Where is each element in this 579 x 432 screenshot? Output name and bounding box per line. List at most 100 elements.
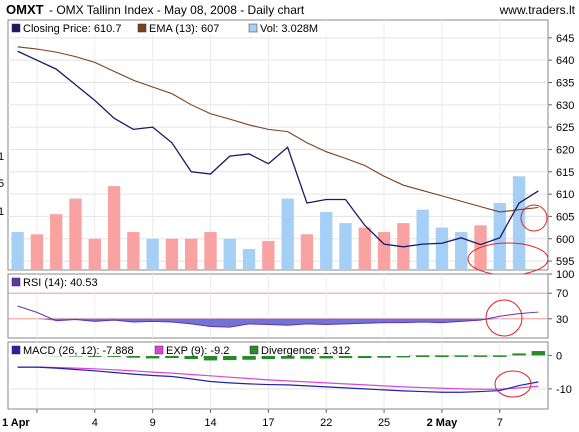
- left-cropped-label: 5: [0, 178, 4, 190]
- divergence-bar: [377, 355, 391, 358]
- divergence-bar: [396, 355, 411, 358]
- legend-label: EMA (13): 607: [149, 23, 219, 35]
- legend-label: Divergence: 1.312: [261, 345, 350, 357]
- x-tick-label: 2 May: [427, 417, 458, 429]
- volume-bar: [416, 209, 429, 270]
- ema-line: [17, 46, 539, 213]
- divergence-bar: [415, 355, 430, 358]
- volume-bar: [455, 232, 468, 270]
- legend-label: RSI (14): 40.53: [23, 277, 98, 289]
- price-tick-label: 600: [556, 234, 574, 246]
- volume-bar: [512, 176, 526, 270]
- price-tick-label: 605: [556, 211, 574, 223]
- left-cropped-label: 1: [0, 206, 4, 218]
- rsi-tick-label: 100: [556, 269, 574, 281]
- volume-bar: [377, 232, 391, 270]
- rsi-tick-label: 30: [556, 314, 568, 326]
- divergence-bar: [261, 355, 276, 360]
- price-tick-label: 615: [556, 167, 574, 179]
- x-tick-label: 17: [262, 417, 274, 429]
- legend-label: Closing Price: 610.7: [23, 23, 121, 35]
- legend-label: MACD (26, 12): -7.888: [23, 345, 134, 357]
- volume-bar: [262, 240, 275, 270]
- price-tick-label: 645: [556, 33, 574, 45]
- volume-bar: [69, 198, 82, 270]
- rsi-legend: RSI (14): 40.53: [9, 275, 109, 289]
- left-cropped-label: 1: [0, 151, 4, 163]
- macd-annotation-circle: [494, 370, 532, 398]
- volume-bar: [146, 238, 159, 270]
- volume-bar: [107, 186, 121, 270]
- volume-bar: [242, 249, 256, 270]
- volume-bar: [358, 227, 371, 270]
- divergence-bar: [454, 355, 468, 357]
- volume-bar: [204, 232, 217, 270]
- divergence-bar: [280, 355, 295, 359]
- volume-bar: [30, 234, 44, 270]
- price-legend: Closing Price: 610.7 EMA (13): 607 Vol: 3.…: [9, 21, 339, 35]
- x-tick-label: 22: [320, 417, 332, 429]
- price-tick-label: 595: [556, 256, 574, 268]
- macd-icon: [11, 345, 21, 355]
- x-tick-label: 9: [150, 417, 156, 429]
- rsi-panel: 30 70 100 RSI (14): 40.53: [7, 269, 574, 339]
- rsi-legend-bg: [9, 275, 109, 288]
- x-tick-label: 1 Apr: [2, 417, 30, 429]
- price-tick-label: 620: [556, 144, 574, 156]
- exp-line: [17, 366, 539, 390]
- price-tick-label: 635: [556, 78, 574, 90]
- divergence-bars: [10, 351, 546, 361]
- divergence-bar: [165, 355, 179, 359]
- legend-label: EXP (9): -9.2: [166, 345, 229, 357]
- divergence-bar: [88, 355, 102, 357]
- volume-bar: [223, 238, 236, 270]
- rsi-annotation-circle: [485, 299, 523, 337]
- price-tick-label: 630: [556, 100, 574, 112]
- price-tick-label: 610: [556, 189, 574, 201]
- x-tick-label: 25: [378, 417, 390, 429]
- macd-legend-bg: [9, 343, 409, 356]
- volume-bar: [281, 198, 294, 270]
- vol-icon: [248, 23, 258, 33]
- volume-bar: [339, 223, 352, 270]
- divergence-bar: [319, 355, 333, 359]
- x-tick-label: 4: [92, 417, 98, 429]
- volume-bar: [165, 238, 179, 270]
- divergence-bar: [338, 355, 353, 359]
- chart-title: - OMX Tallinn Index - May 08, 2008 - Dai…: [49, 3, 305, 17]
- volume-bar: [300, 234, 314, 270]
- divergence-bar: [493, 355, 507, 357]
- divergence-bar: [300, 355, 314, 359]
- site-link[interactable]: www.traders.lt: [499, 3, 576, 17]
- divergence-icon: [249, 345, 259, 355]
- left-cropped-labels: 1 5 1: [0, 151, 4, 218]
- divergence-bar: [223, 355, 237, 361]
- x-tick-label: 14: [204, 417, 216, 429]
- macd-tick-label: -10: [556, 384, 572, 396]
- divergence-bar: [184, 355, 198, 360]
- macd-legend: MACD (26, 12): -7.888 EXP (9): -9.2 Diverg…: [9, 343, 409, 357]
- macd-tick-label: 0: [556, 350, 562, 362]
- close-icon: [11, 23, 21, 33]
- volume-bar: [320, 211, 333, 270]
- macd-line: [17, 366, 539, 393]
- divergence-bar: [473, 355, 488, 357]
- closing-price-line: [17, 50, 539, 248]
- divergence-bar: [203, 355, 218, 361]
- price-tick-label: 640: [556, 55, 574, 67]
- divergence-bar: [358, 355, 372, 359]
- volume-bar: [88, 238, 101, 270]
- x-axis: 1 Apr 4 9 14 17 22 25 2 May 7: [2, 409, 503, 429]
- x-tick-label: 7: [497, 417, 503, 429]
- rsi-oversold-fill: [17, 318, 539, 328]
- divergence-bar: [512, 353, 526, 356]
- chart-symbol: OMXT: [6, 2, 44, 17]
- rsi-tick-label: 70: [556, 288, 568, 300]
- rsi-y-axis: 30 70 100: [548, 269, 574, 326]
- volume-bar: [435, 227, 449, 270]
- divergence-bar: [107, 355, 121, 357]
- macd-panel: -10 0 MACD (26, 12): -7.888 EXP (9): -9.2 D…: [7, 341, 572, 410]
- volume-bar: [185, 238, 198, 270]
- macd-y-axis: -10 0: [548, 350, 572, 396]
- ema-icon: [137, 23, 147, 33]
